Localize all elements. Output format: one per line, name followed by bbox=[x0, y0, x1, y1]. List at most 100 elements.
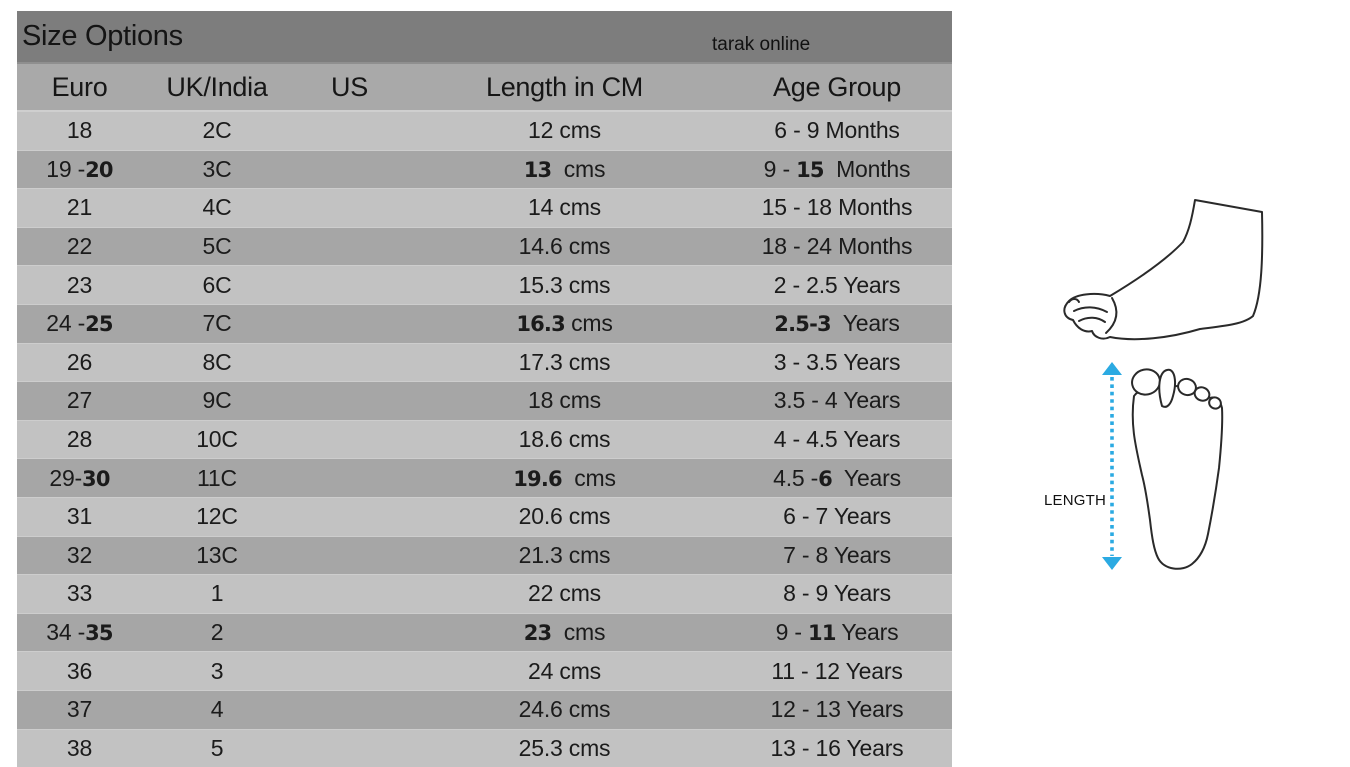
table-row: 19 -20 3C 13 cms 9 - 15 Months bbox=[17, 149, 952, 189]
column-header: Length in CM bbox=[486, 71, 643, 102]
table-cell: 33 bbox=[66, 580, 93, 607]
table-cell: 7C bbox=[202, 310, 232, 337]
foot-sole-icon bbox=[1131, 368, 1224, 570]
column-header: UK/India bbox=[166, 71, 268, 102]
table-cell: 13 - 16 Years bbox=[770, 734, 904, 761]
table-row: 23 6C 15.3 cms 2 - 2.5 Years bbox=[17, 265, 952, 304]
table-row: 38 5 25.3 cms 13 - 16 Years bbox=[17, 728, 952, 767]
table-cell: 18.6 cms bbox=[518, 426, 611, 453]
table-cell: 24.6 cms bbox=[518, 696, 611, 723]
table-cell: 34 -35 bbox=[46, 619, 113, 646]
table-cell: 18 cms bbox=[528, 387, 601, 414]
table-cell: 11 - 12 Years bbox=[771, 657, 903, 684]
table-cell: 14 cms bbox=[528, 194, 601, 221]
table-cell: 15 - 18 Months bbox=[761, 194, 913, 221]
table-cell: 23 bbox=[66, 271, 93, 298]
column-header-row: Euro UK/India US Length in CM Age Group bbox=[17, 62, 952, 112]
table-cell: 4.5 -6 Years bbox=[773, 464, 901, 491]
table-row: 26 8C 17.3 cms 3 - 3.5 Years bbox=[17, 342, 952, 382]
table-cell: 12 cms bbox=[528, 117, 601, 144]
foot-side-icon bbox=[1063, 199, 1264, 341]
table-cell: 24 cms bbox=[528, 657, 601, 684]
table-cell: 14.6 cms bbox=[518, 233, 611, 260]
table-row: 29-30 11C 19.6 cms 4.5 -6 Years bbox=[17, 458, 952, 497]
table-cell: 29-30 bbox=[49, 464, 110, 491]
table-cell: 22 cms bbox=[528, 580, 601, 607]
table-cell: 11C bbox=[197, 464, 237, 491]
table-row: 32 13C 21.3 cms 7 - 8 Years bbox=[17, 535, 952, 575]
table-cell: 5 bbox=[210, 734, 224, 761]
table-cell: 13C bbox=[196, 541, 238, 568]
table-cell: 18 - 24 Months bbox=[761, 233, 913, 260]
table-cell: 19.6 cms bbox=[513, 464, 616, 491]
table-cell: 1 bbox=[210, 580, 224, 607]
table-row: 24 -25 7C 16.3 cms 2.5-3 Years bbox=[17, 303, 952, 343]
table-cell: 8 - 9 Years bbox=[783, 580, 891, 607]
foot-measurement-diagram bbox=[1063, 199, 1264, 570]
table-cell: 9 - 15 Months bbox=[763, 155, 911, 182]
table-row: 34 -35 2 23 cms 9 - 11 Years bbox=[17, 612, 952, 652]
table-row: 37 4 24.6 cms 12 - 13 Years bbox=[17, 689, 952, 729]
column-header: Euro bbox=[51, 71, 108, 102]
table-cell: 22 bbox=[66, 233, 93, 260]
length-label: LENGTH bbox=[1044, 492, 1107, 509]
table-cell: 16.3 cms bbox=[516, 310, 613, 337]
table-cell: 31 bbox=[66, 503, 93, 530]
table-cell: 9 - 11 Years bbox=[775, 619, 899, 646]
table-cell: 10C bbox=[196, 426, 238, 453]
table-cell: 3.5 - 4 Years bbox=[773, 387, 901, 414]
table-cell: 12 - 13 Years bbox=[770, 696, 904, 723]
table-cell: 3 - 3.5 Years bbox=[773, 348, 901, 375]
table-cell: 20.6 cms bbox=[518, 503, 611, 530]
size-chart-table: Size Options tarak online Euro UK/India US… bbox=[17, 11, 952, 767]
table-cell: 12C bbox=[196, 503, 238, 530]
table-cell: 19 -20 bbox=[46, 155, 113, 182]
table-row: 22 5C 14.6 cms 18 - 24 Months bbox=[17, 226, 952, 266]
table-cell: 25.3 cms bbox=[518, 734, 611, 761]
table-cell: 15.3 cms bbox=[518, 271, 611, 298]
table-cell: 2 - 2.5 Years bbox=[773, 271, 901, 298]
table-cell: 18 bbox=[66, 117, 93, 144]
column-header: Age Group bbox=[773, 71, 901, 102]
brand-text: tarak online bbox=[712, 34, 811, 55]
table-row: 36 3 24 cms 11 - 12 Years bbox=[17, 651, 952, 690]
table-cell: 2C bbox=[202, 117, 232, 144]
table-cell: 13 cms bbox=[523, 155, 606, 182]
table-cell: 4 - 4.5 Years bbox=[773, 426, 901, 453]
table-cell: 28 bbox=[66, 426, 93, 453]
table-cell: 27 bbox=[66, 387, 93, 414]
table-cell: 6C bbox=[202, 271, 232, 298]
table-cell: 24 -25 bbox=[46, 310, 113, 337]
table-cell: 3 bbox=[210, 657, 224, 684]
table-cell: 8C bbox=[202, 348, 232, 375]
table-cell: 32 bbox=[66, 541, 93, 568]
column-header: US bbox=[331, 71, 368, 102]
table-row: 31 12C 20.6 cms 6 - 7 Years bbox=[17, 496, 952, 536]
table-cell: 5C bbox=[202, 233, 232, 260]
length-arrow-icon bbox=[1102, 362, 1122, 570]
table-cell: 36 bbox=[66, 657, 93, 684]
table-title-bar: Size Options tarak online bbox=[17, 11, 952, 62]
table-cell: 4C bbox=[202, 194, 232, 221]
table-body: 18 2C 12 cms 6 - 9 Months 19 -20 3C 13 cms 9 - … bbox=[17, 112, 952, 767]
table-cell: 38 bbox=[66, 734, 93, 761]
table-cell: 2 bbox=[210, 619, 224, 646]
table-cell: 17.3 cms bbox=[518, 348, 611, 375]
table-cell: 23 cms bbox=[523, 619, 606, 646]
table-row: 27 9C 18 cms 3.5 - 4 Years bbox=[17, 381, 952, 420]
table-cell: 6 - 7 Years bbox=[783, 503, 891, 530]
table-cell: 21.3 cms bbox=[518, 541, 611, 568]
table-cell: 4 bbox=[210, 696, 224, 723]
table-row: 18 2C 12 cms 6 - 9 Months bbox=[17, 112, 952, 150]
table-row: 21 4C 14 cms 15 - 18 Months bbox=[17, 188, 952, 227]
table-cell: 21 bbox=[66, 194, 93, 221]
table-cell: 3C bbox=[202, 155, 232, 182]
table-cell: 37 bbox=[66, 696, 93, 723]
table-cell: 2.5-3 Years bbox=[774, 310, 900, 337]
table-row: 33 1 22 cms 8 - 9 Years bbox=[17, 574, 952, 613]
table-row: 28 10C 18.6 cms 4 - 4.5 Years bbox=[17, 419, 952, 459]
page-title: Size Options bbox=[22, 20, 183, 52]
table-cell: 7 - 8 Years bbox=[783, 541, 891, 568]
table-cell: 26 bbox=[66, 348, 93, 375]
